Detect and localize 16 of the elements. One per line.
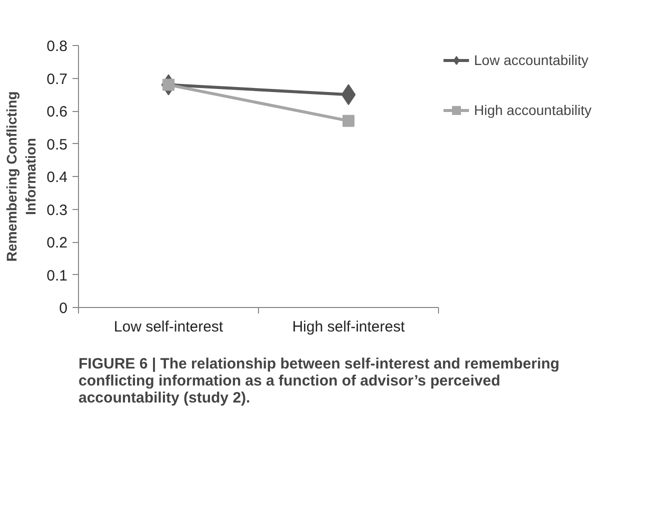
y-axis-title: Remembering Conflicting Information <box>3 91 39 262</box>
caption: FIGURE 6 | The relationship between self-interest and remembering conflicting information as a function of advisor’s perceived accountability (study 2). <box>78 356 560 406</box>
y-tick-label: 0.8 <box>46 38 68 55</box>
y-tick-label: 0.4 <box>46 169 68 186</box>
legend-label: High accountability <box>474 102 592 118</box>
x-tick-label: Low self-interest <box>114 318 224 336</box>
y-tick-label: 0.1 <box>46 267 68 284</box>
y-tick-label: 0.7 <box>46 70 68 88</box>
y-tick-label: 0.3 <box>46 202 68 219</box>
y-tick-label: 0.6 <box>46 104 68 120</box>
y-tick-label: 0 <box>59 300 68 317</box>
y-tick-label: 0.5 <box>46 136 68 154</box>
point <box>342 114 354 127</box>
y-tick-label: 0.2 <box>46 234 68 252</box>
legend-label: Low accountability <box>474 52 588 68</box>
x-tick-label: High self-interest <box>292 318 406 336</box>
